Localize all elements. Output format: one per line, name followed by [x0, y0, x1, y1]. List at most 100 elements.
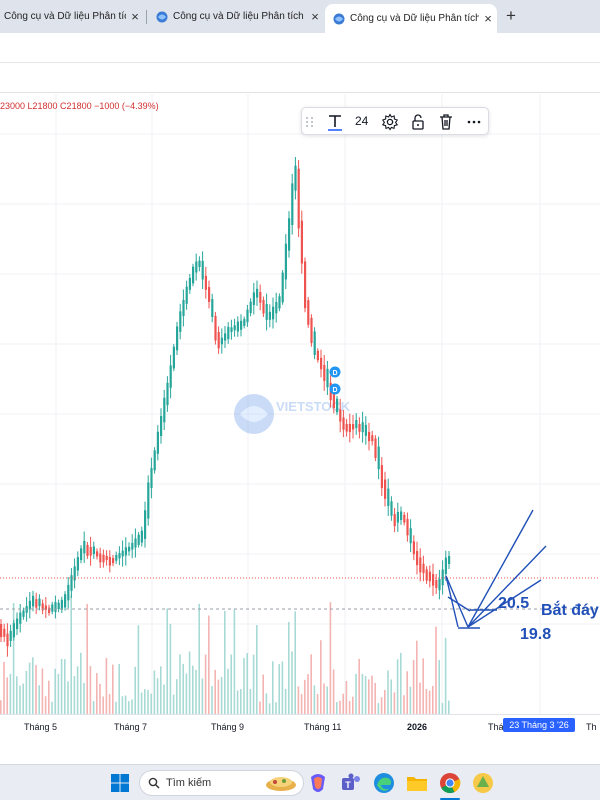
volume-bar: [384, 689, 386, 714]
user-drawings[interactable]: [445, 509, 547, 629]
annotation-note[interactable]: Bắt đáy: [541, 600, 599, 619]
settings-icon[interactable]: [381, 113, 399, 131]
volume-bar: [300, 694, 303, 714]
candle-body: [256, 288, 259, 298]
candle-body: [310, 317, 313, 343]
dividend-marker-icon[interactable]: [329, 383, 341, 395]
x-tick-label: Th: [586, 722, 597, 732]
volume-bar: [256, 624, 258, 714]
candle-body: [192, 266, 195, 284]
annotation-level-upper[interactable]: 20.5: [498, 595, 529, 612]
volume-bar: [246, 653, 248, 714]
volume-bar: [179, 654, 181, 714]
candle-body: [332, 392, 335, 409]
time-axis[interactable]: Tháng 5 Tháng 7 Tháng 9 Tháng 11 2026 Th…: [0, 714, 600, 740]
volume-bar: [275, 702, 277, 714]
candle-body: [38, 598, 41, 607]
drawing-line[interactable]: [467, 579, 542, 628]
volume-bar: [144, 689, 146, 714]
candle-body: [387, 488, 390, 506]
browser-tab-2[interactable]: Công cụ và Dữ liệu Phân tích kỹ ×: [148, 5, 324, 28]
volume-bar: [284, 688, 287, 714]
drawing-line[interactable]: [467, 509, 534, 628]
chrome-icon[interactable]: [438, 771, 462, 795]
volume-bar: [345, 680, 348, 714]
volume-bar: [137, 625, 140, 714]
new-tab-button[interactable]: +: [506, 6, 516, 25]
dividend-markers[interactable]: D D: [329, 366, 341, 395]
font-size-selector[interactable]: 24: [355, 114, 369, 128]
volume-bar: [435, 626, 437, 714]
drawing-line[interactable]: [447, 596, 471, 612]
more-icon[interactable]: [465, 113, 483, 131]
close-tab-icon[interactable]: ×: [131, 9, 139, 24]
volume-bar: [41, 668, 44, 714]
candle-body: [195, 261, 198, 273]
browser-tab-3-active[interactable]: Công cụ và Dữ liệu Phân tích kỹ ×: [325, 4, 497, 33]
watermark: VIETSTOCK: [234, 394, 351, 434]
candle-body: [428, 571, 431, 582]
candle-body: [294, 165, 297, 191]
close-tab-icon[interactable]: ×: [484, 11, 492, 26]
candle-body: [416, 551, 419, 566]
annotation-level-lower[interactable]: 19.8: [520, 626, 551, 643]
volume-bar: [243, 658, 245, 714]
dividend-marker-label: D: [332, 387, 337, 394]
taskbar-search-box[interactable]: Tìm kiếm: [139, 770, 304, 796]
volume-bar: [140, 692, 143, 714]
volume-bar: [268, 703, 271, 714]
candle-body: [233, 325, 236, 331]
candle-body: [425, 569, 428, 581]
candle-body: [390, 501, 393, 516]
copilot-icon[interactable]: [306, 771, 330, 795]
edge-icon[interactable]: [372, 771, 396, 795]
candle-body: [435, 580, 438, 588]
volume-bar: [54, 668, 56, 714]
tab-title: Công cụ và Dữ liệu Phân tích kỹ: [350, 13, 479, 24]
trash-icon[interactable]: [437, 113, 455, 131]
candle-body: [188, 277, 191, 290]
candle-body: [316, 350, 319, 361]
volume-bar: [323, 683, 325, 714]
volume-bar: [12, 603, 15, 714]
candlesticks: [0, 156, 451, 657]
volume-bar: [304, 679, 306, 714]
volume-bar: [224, 611, 226, 714]
app-icon[interactable]: [471, 771, 495, 795]
x-tick-label: Tháng 11: [304, 722, 342, 732]
candle-body: [364, 424, 367, 436]
windows-start-icon[interactable]: [108, 771, 132, 795]
candle-body: [224, 333, 227, 341]
dividend-marker-icon[interactable]: [329, 366, 341, 378]
candle-body: [288, 218, 291, 251]
volume-bar: [361, 673, 364, 714]
candle-body: [291, 183, 294, 226]
price-chart[interactable]: VIETSTOCK D D 20.5 19.8 Bắt đáy: [0, 94, 600, 764]
candle-body: [444, 557, 447, 575]
candle-body: [313, 331, 316, 355]
candle-body: [9, 630, 12, 641]
teams-icon[interactable]: T: [339, 771, 363, 795]
drag-handle-icon[interactable]: [304, 113, 316, 131]
candle-body: [140, 530, 143, 543]
unlock-icon[interactable]: [409, 113, 427, 131]
volume-bar: [160, 666, 162, 714]
candle-body: [240, 320, 243, 330]
drawing-line[interactable]: [445, 575, 469, 628]
volume-bar: [355, 673, 357, 714]
candle-body: [438, 578, 441, 591]
volume-bar: [217, 679, 220, 714]
browser-tab-1[interactable]: Công cụ và Dữ liệu Phân tích kỹ ×: [0, 5, 144, 28]
drawing-line[interactable]: [467, 545, 547, 628]
text-icon[interactable]: [326, 113, 344, 131]
volume-bars: [0, 594, 450, 714]
file-explorer-icon[interactable]: [405, 771, 429, 795]
drawing-line[interactable]: [445, 575, 459, 628]
volume-bar: [102, 696, 104, 714]
volume-bar: [121, 696, 124, 714]
close-tab-icon[interactable]: ×: [311, 9, 319, 24]
candle-body: [96, 551, 99, 557]
candle-body: [204, 275, 207, 290]
candle-body: [307, 300, 310, 325]
candle-body: [409, 528, 412, 544]
